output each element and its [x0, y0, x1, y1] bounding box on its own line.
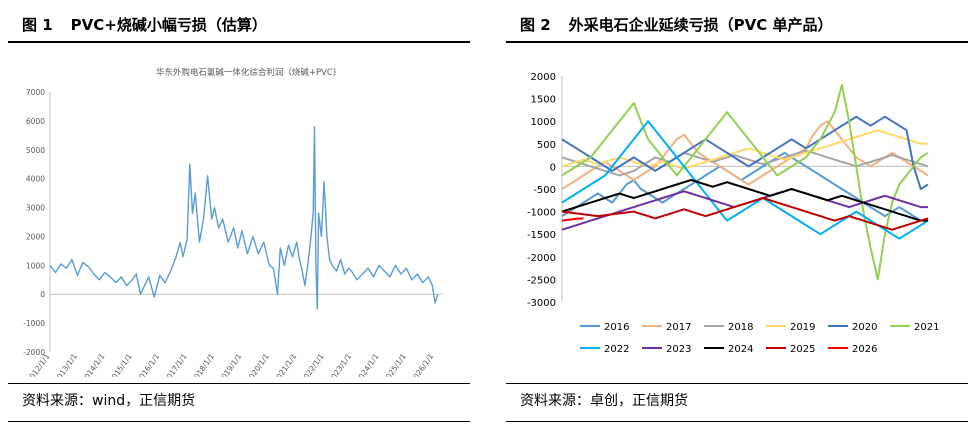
profit-chart-container: 华东外购电石氯碱一体化综合利润（烧碱+PVC) -2000 -1000 0 1000 20… — [10, 52, 470, 385]
chart-1-y-tick-label: -2000 — [23, 348, 45, 357]
chart-1-x-tick-label: 2021/1/1 — [272, 352, 299, 377]
chart-2-legend-label-2022: 2022 — [604, 344, 629, 355]
chart-2-y-tick-label: -500 — [533, 185, 556, 196]
chart-2-series-2026 — [561, 217, 584, 222]
figure-1-end-rule — [8, 421, 470, 422]
figure-2-end-rule — [506, 421, 968, 422]
chart-2-legend-label-2024: 2024 — [728, 344, 753, 355]
chart-1-y-tick-label: 2000 — [26, 232, 45, 241]
chart-1-x-tick-label: 2016/1/1 — [135, 352, 162, 377]
profit-line-chart: 华东外购电石氯碱一体化综合利润（烧碱+PVC) -2000 -1000 0 1000 20… — [23, 67, 442, 385]
chart-2-y-tick-label: 1000 — [531, 117, 556, 128]
chart-2-legend-label-2018: 2018 — [728, 322, 753, 333]
chart-2-series-2017 — [561, 120, 929, 190]
figure-1-source: 资料来源：wind，正信期货 — [22, 393, 196, 409]
chart-2-legend-label-2020: 2020 — [852, 322, 877, 333]
chart-2-series-2021 — [561, 84, 929, 281]
chart-1-title: 华东外购电石氯碱一体化综合利润（烧碱+PVC) — [156, 67, 336, 78]
figure-1-number: 图 1 — [22, 16, 53, 34]
figure-1-caption: PVC+烧碱小幅亏损（估算） — [70, 16, 267, 34]
chart-1-x-tick-label: 2026/1/1 — [409, 352, 436, 377]
figure-1-title: 图 1 PVC+烧碱小幅亏损（估算） — [22, 14, 267, 35]
chart-1-x-tick-label: 2019/1/1 — [217, 352, 244, 377]
chart-2-y-tick-label: -2500 — [527, 275, 556, 286]
chart-2-series-2018 — [561, 149, 929, 177]
chart-2-series-2020 — [561, 115, 929, 190]
figure-2-number: 图 2 — [520, 16, 551, 34]
chart-2-y-tick-label: 500 — [537, 140, 556, 151]
figure-1-top-rule — [8, 41, 470, 43]
chart-2-y-tick-label: -3000 — [527, 298, 556, 309]
chart-2-series-2016 — [561, 151, 929, 222]
chart-1-x-tick-label: 2022/1/1 — [299, 352, 326, 377]
chart-2-legend-label-2016: 2016 — [604, 322, 629, 333]
chart-1-x-tick-label: 2020/1/1 — [244, 352, 271, 377]
chart-2-legend-label-2021: 2021 — [914, 322, 939, 333]
seasonal-line-chart: -3000 -2500 -2000 -1500 -1000 -500 0 500 1000 150… — [527, 72, 940, 355]
chart-2-y-tick-label: -2000 — [527, 253, 556, 264]
chart-1-y-tick-label: 6000 — [26, 117, 45, 126]
figure-1-bottom-rule — [8, 383, 470, 384]
figure-1-panel: 图 1 PVC+烧碱小幅亏损（估算） 华东外购电石氯碱一体化综合利润（烧碱+PVC… — [0, 0, 478, 426]
figure-2-caption: 外采电石企业延续亏损（PVC 单产品） — [568, 16, 833, 34]
chart-2-series-2025 — [561, 197, 929, 231]
chart-2-series-2022 — [561, 120, 929, 240]
chart-2-y-tick-label: -1000 — [527, 208, 556, 219]
chart-1-series-line — [49, 125, 439, 310]
chart-2-series-2024 — [561, 179, 928, 222]
chart-1-y-tick-label: -1000 — [23, 319, 45, 328]
chart-1-x-tick-label: 2015/1/1 — [107, 352, 134, 377]
figure-2-title: 图 2 外采电石企业延续亏损（PVC 单产品） — [520, 14, 833, 35]
chart-2-y-tick-label: 1500 — [531, 95, 556, 106]
chart-1-x-tick-label: 2023/1/1 — [326, 352, 353, 377]
figure-2-bottom-rule — [506, 383, 968, 384]
chart-1-x-tick-label: 2017/1/1 — [162, 352, 189, 377]
chart-1-y-tick-label: 1000 — [26, 261, 45, 270]
chart-2-legend-label-2017: 2017 — [666, 322, 691, 333]
seasonal-chart-container: -3000 -2500 -2000 -1500 -1000 -500 0 500 1000 150… — [508, 52, 968, 381]
chart-1-x-tick-label: 2024/1/1 — [354, 352, 381, 377]
chart-2-legend-label-2026: 2026 — [852, 344, 877, 355]
chart-1-x-tick-label: 2018/1/1 — [189, 352, 216, 377]
chart-2-legend-label-2023: 2023 — [666, 344, 691, 355]
chart-2-legend-label-2019: 2019 — [790, 322, 815, 333]
chart-1-y-tick-label: 7000 — [26, 88, 45, 97]
chart-1-y-tick-label: 3000 — [26, 204, 45, 213]
chart-1-x-tick-label: 2014/1/1 — [80, 352, 107, 377]
figure-2-panel: 图 2 外采电石企业延续亏损（PVC 单产品） -3000 -2500 -2000 -1… — [498, 0, 976, 426]
chart-1-y-tick-label: 5000 — [26, 146, 45, 155]
chart-1-x-tick-label: 2025/1/1 — [381, 352, 408, 377]
chart-2-y-tick-label: 2000 — [531, 72, 556, 83]
chart-2-y-tick-label: -1500 — [527, 230, 556, 241]
chart-2-legend-label-2025: 2025 — [790, 344, 815, 355]
figure-2-source: 资料来源：卓创，正信期货 — [520, 393, 688, 409]
chart-2-y-tick-label: 0 — [550, 162, 556, 173]
chart-1-x-tick-label: 2013/1/1 — [52, 352, 79, 377]
chart-1-y-tick-label: 4000 — [26, 175, 45, 184]
chart-1-y-tick-label: 0 — [40, 290, 45, 299]
figure-2-top-rule — [506, 41, 968, 43]
chart-2-series-2019 — [561, 129, 928, 170]
